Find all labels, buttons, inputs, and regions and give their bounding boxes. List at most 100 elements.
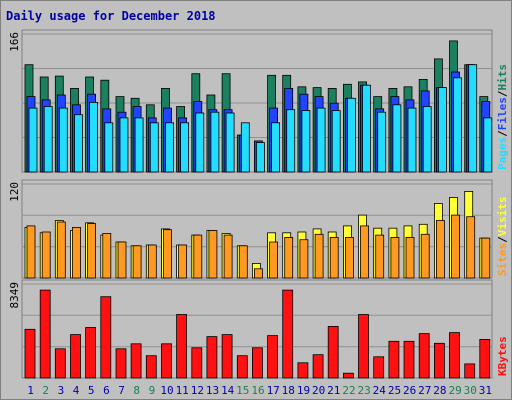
y-max-label: 166 xyxy=(8,32,21,52)
x-axis-labels: 1 2 3 4 5 6 7 8 9 10 11 12 13 14 15 16 17 18 19 20 21 22 23 24 2… xyxy=(27,384,492,397)
bar-kbytes xyxy=(85,327,96,379)
x-tick-label: 2 xyxy=(42,384,49,397)
panel-legend: Pages/Files/Hits xyxy=(496,64,509,170)
bar-sites xyxy=(178,244,188,279)
bar-sites xyxy=(390,236,400,279)
bar-sites xyxy=(269,241,279,279)
x-tick-label: 23 xyxy=(357,384,370,397)
bar-kbytes xyxy=(161,343,172,379)
bar-pages xyxy=(165,122,174,173)
bar-sites xyxy=(132,245,142,279)
x-tick-label: 22 xyxy=(342,384,355,397)
bar-pages xyxy=(407,107,417,173)
x-tick-label: 24 xyxy=(373,384,387,397)
bar-pages xyxy=(422,106,432,173)
bar-pages xyxy=(316,107,326,173)
bar-pages xyxy=(104,122,114,173)
bar-sites xyxy=(481,237,491,279)
legend-separator: / xyxy=(496,90,509,97)
bar-pages xyxy=(392,104,402,173)
x-tick-label: 21 xyxy=(327,384,340,397)
bar-pages xyxy=(225,112,235,173)
bar-kbytes xyxy=(206,336,218,379)
bar-kbytes xyxy=(191,347,203,379)
bar-kbytes xyxy=(479,338,491,379)
x-tick-label: 3 xyxy=(58,384,65,397)
bar-pages xyxy=(437,87,447,173)
bar-pages xyxy=(286,109,296,173)
bar-pages xyxy=(483,117,493,173)
bar-kbytes xyxy=(297,362,309,379)
bar-kbytes xyxy=(282,289,294,379)
x-tick-label: 28 xyxy=(433,384,446,397)
bar-sites xyxy=(163,229,172,279)
x-tick-label: 26 xyxy=(403,384,416,397)
x-tick-label: 15 xyxy=(236,384,249,397)
bar-kbytes xyxy=(130,343,142,379)
bar-kbytes xyxy=(449,332,460,379)
panel-legend: Sites/Visits xyxy=(496,197,509,277)
bar-sites xyxy=(435,220,445,279)
bar-sites xyxy=(405,236,415,279)
legend-pages: Pages xyxy=(496,137,509,170)
bar-pages xyxy=(210,111,220,173)
bar-kbytes xyxy=(388,340,400,379)
bar-pages xyxy=(331,110,341,173)
bar-sites xyxy=(466,216,476,279)
x-tick-label: 31 xyxy=(479,384,492,397)
x-tick-label: 4 xyxy=(73,384,80,397)
bar-kbytes xyxy=(24,328,36,379)
bar-sites xyxy=(147,244,157,279)
x-tick-label: 6 xyxy=(103,384,110,397)
bar-kbytes xyxy=(145,355,157,379)
bar-sites xyxy=(26,225,36,279)
bar-kbytes xyxy=(403,340,415,379)
bar-pages xyxy=(180,122,190,173)
bar-sites xyxy=(223,234,233,279)
x-tick-label: 19 xyxy=(297,384,310,397)
bar-kbytes xyxy=(358,314,369,379)
bar-pages xyxy=(240,122,250,173)
bar-pages xyxy=(195,112,205,173)
legend-kbytes: KBytes xyxy=(496,336,509,376)
x-tick-label: 16 xyxy=(251,384,264,397)
x-tick-label: 9 xyxy=(149,384,156,397)
bar-sites xyxy=(299,239,309,279)
y-max-label: 120 xyxy=(8,182,21,202)
bar-pages xyxy=(43,106,53,173)
bar-pages xyxy=(28,107,38,173)
bar-sites xyxy=(193,234,203,279)
bar-kbytes xyxy=(70,334,81,379)
bar-kbytes xyxy=(176,314,188,379)
x-tick-label: 20 xyxy=(312,384,325,397)
bar-sites xyxy=(56,221,66,279)
bar-sites xyxy=(208,230,218,279)
x-tick-label: 1 xyxy=(27,384,34,397)
bar-kbytes xyxy=(221,334,233,379)
bar-sites xyxy=(41,231,51,279)
bar-kbytes xyxy=(312,354,324,379)
x-tick-label: 17 xyxy=(267,384,280,397)
bar-pages xyxy=(74,114,83,173)
legend-sites: Sites xyxy=(496,243,509,276)
x-tick-label: 18 xyxy=(282,384,295,397)
bar-kbytes xyxy=(39,289,51,379)
bar-sites xyxy=(420,233,430,279)
bar-pages xyxy=(271,122,281,173)
legend-files: Files xyxy=(496,97,509,130)
bar-sites xyxy=(72,226,81,279)
x-tick-label: 10 xyxy=(160,384,173,397)
bar-kbytes xyxy=(327,325,339,379)
x-tick-label: 11 xyxy=(176,384,189,397)
bar-pages xyxy=(301,110,311,173)
bar-pages xyxy=(119,117,129,173)
bar-marks xyxy=(24,40,493,379)
legend-visits: Visits xyxy=(496,197,509,237)
bar-pages xyxy=(149,122,159,173)
x-tick-label: 8 xyxy=(133,384,140,397)
bar-sites xyxy=(87,223,96,279)
bar-pages xyxy=(377,111,387,173)
y-max-label: 8349 xyxy=(8,282,21,309)
